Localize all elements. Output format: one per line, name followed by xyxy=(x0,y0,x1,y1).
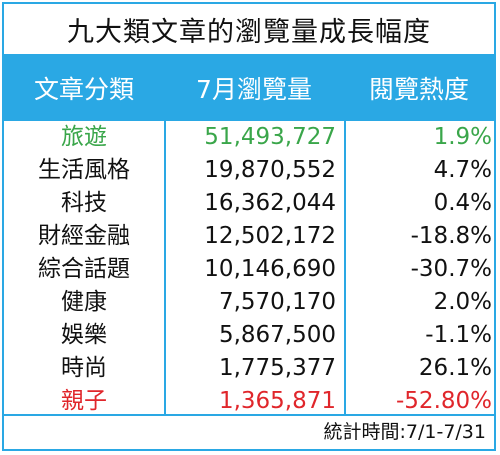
table-title: 九大類文章的瀏覽量成長幅度 xyxy=(67,16,431,48)
heat-cell: 26.1% xyxy=(418,355,492,381)
column-divider xyxy=(344,121,346,414)
category-cell: 娛樂 xyxy=(61,322,107,348)
column-divider xyxy=(164,121,166,414)
table-frame: 九大類文章的瀏覽量成長幅度 文章分類 7月瀏覽量 閱覽熱度 旅遊 51,493,… xyxy=(2,2,496,451)
category-cell: 親子 xyxy=(61,388,107,414)
views-cell: 12,502,172 xyxy=(204,223,336,249)
header-heat: 閱覽熱度 xyxy=(368,74,469,104)
category-cell: 健康 xyxy=(61,289,107,315)
category-cell: 科技 xyxy=(61,190,107,216)
table-row: 財經金融 12,502,172 -18.8% xyxy=(4,220,494,253)
table-row: 旅遊 51,493,727 1.9% xyxy=(4,121,494,154)
category-cell: 生活風格 xyxy=(38,157,130,183)
category-cell: 綜合話題 xyxy=(38,256,130,282)
table-row: 娛樂 5,867,500 -1.1% xyxy=(4,319,494,352)
table-row: 生活風格 19,870,552 4.7% xyxy=(4,154,494,187)
heat-cell: 1.9% xyxy=(433,124,492,150)
heat-cell: -18.8% xyxy=(410,223,492,249)
table-row: 健康 7,570,170 2.0% xyxy=(4,286,494,319)
views-cell: 51,493,727 xyxy=(204,124,336,150)
table-body: 旅遊 51,493,727 1.9% 生活風格 19,870,552 4.7% … xyxy=(4,121,494,418)
views-cell: 16,362,044 xyxy=(204,190,336,216)
views-cell: 1,775,377 xyxy=(218,355,336,381)
heat-cell: -52.80% xyxy=(396,388,492,414)
table-row: 科技 16,362,044 0.4% xyxy=(4,187,494,220)
footer-note: 統計時間:7/1-7/31 xyxy=(4,414,494,449)
heat-cell: -1.1% xyxy=(425,322,492,348)
header-row: 文章分類 7月瀏覽量 閱覽熱度 xyxy=(4,54,494,121)
table-row: 親子 1,365,871 -52.80% xyxy=(4,385,494,418)
heat-cell: 0.4% xyxy=(433,190,492,216)
category-cell: 旅遊 xyxy=(61,124,107,150)
table-row: 綜合話題 10,146,690 -30.7% xyxy=(4,253,494,286)
heat-cell: 2.0% xyxy=(433,289,492,315)
header-views: 7月瀏覽量 xyxy=(196,74,312,104)
views-cell: 5,867,500 xyxy=(218,322,336,348)
category-cell: 時尚 xyxy=(61,355,107,381)
stats-period-text: 統計時間:7/1-7/31 xyxy=(323,421,486,443)
views-cell: 7,570,170 xyxy=(218,289,336,315)
table-row: 時尚 1,775,377 26.1% xyxy=(4,352,494,385)
category-cell: 財經金融 xyxy=(38,223,130,249)
views-cell: 10,146,690 xyxy=(204,256,336,282)
views-cell: 19,870,552 xyxy=(204,157,336,183)
views-cell: 1,365,871 xyxy=(218,388,336,414)
header-category: 文章分類 xyxy=(33,74,134,104)
heat-cell: -30.7% xyxy=(410,256,492,282)
heat-cell: 4.7% xyxy=(433,157,492,183)
